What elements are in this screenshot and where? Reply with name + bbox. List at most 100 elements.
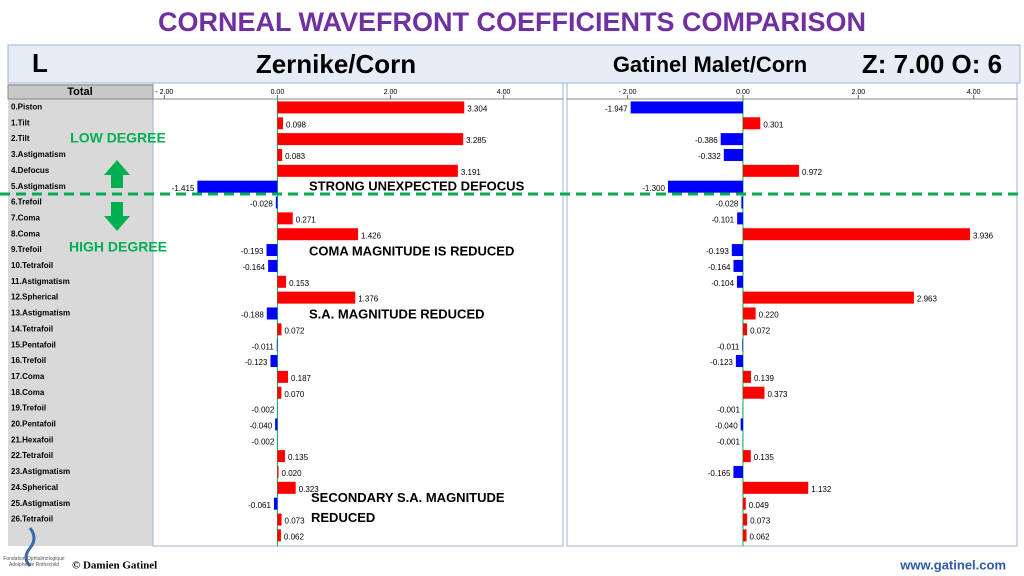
value-label: 1.132	[811, 485, 832, 494]
bar	[277, 133, 464, 146]
value-label: 1.426	[361, 231, 382, 240]
bar	[736, 275, 743, 288]
value-label: -0.164	[708, 263, 731, 272]
value-label: -0.028	[716, 200, 739, 209]
bar	[740, 418, 743, 431]
row-label: 15.Pentafoil	[11, 340, 56, 349]
value-label: 0.049	[749, 501, 770, 510]
left-panel	[152, 82, 564, 547]
eye-label: L	[32, 48, 48, 78]
bar	[742, 228, 971, 241]
value-label: -0.002	[252, 437, 275, 446]
row-label: 3.Astigmatism	[11, 150, 66, 159]
logo-text: Fondation Ophtalmologique Adolphe de Rot…	[3, 556, 65, 568]
bar	[277, 228, 359, 241]
value-label: 3.936	[973, 231, 994, 240]
value-label: 0.135	[288, 453, 309, 462]
row-label: 20.Pentafoil	[11, 420, 56, 429]
value-label: -0.104	[711, 279, 734, 288]
row-label: 19.Trefoil	[11, 404, 46, 413]
value-label: 0.073	[285, 517, 306, 526]
bar	[735, 355, 743, 368]
bar	[742, 481, 809, 494]
x-tick-label: - 2.00	[155, 89, 173, 96]
bar	[733, 259, 743, 272]
value-label: 2.963	[917, 295, 938, 304]
bar	[277, 148, 283, 161]
value-label: -0.188	[241, 311, 264, 320]
value-label: 3.191	[461, 168, 482, 177]
bar	[742, 291, 914, 304]
row-label: 2.Tilt	[11, 134, 30, 143]
annotation: LOW DEGREE	[70, 130, 166, 146]
value-label: 0.083	[285, 152, 306, 161]
value-label: -0.028	[250, 200, 273, 209]
value-label: 0.187	[291, 374, 312, 383]
value-label: 0.070	[284, 390, 305, 399]
row-label: 25.Astigmatism	[11, 499, 70, 508]
label-column	[8, 83, 153, 546]
value-label: 0.220	[759, 311, 780, 320]
bar	[723, 148, 743, 161]
bar	[737, 212, 743, 225]
row-label: 7.Coma	[11, 213, 40, 222]
bar	[742, 497, 746, 510]
bar	[667, 180, 743, 193]
value-label: 0.072	[750, 326, 771, 335]
bar	[742, 117, 761, 130]
value-label: -1.415	[172, 184, 195, 193]
value-label: 0.062	[750, 532, 771, 541]
bar	[266, 307, 278, 320]
x-tick-label: - 2.00	[619, 89, 637, 96]
bar	[277, 529, 281, 542]
value-label: -0.040	[715, 422, 738, 431]
bar	[731, 244, 743, 257]
x-tick-label: 4.00	[967, 89, 981, 96]
slide-title: CORNEAL WAVEFRONT COEFFICIENTS COMPARISO…	[158, 7, 866, 37]
bar	[742, 386, 765, 399]
row-label: 24.Spherical	[11, 483, 58, 492]
bar	[277, 101, 465, 114]
right-title: Gatinel Malet/Corn	[613, 52, 807, 77]
annotation: HIGH DEGREE	[69, 239, 167, 255]
row-label: 8.Coma	[11, 229, 40, 238]
x-tick-label: 2.00	[384, 89, 398, 96]
bar	[277, 481, 296, 494]
bar	[742, 323, 748, 336]
bar	[277, 450, 286, 463]
bar	[742, 513, 748, 526]
bar	[742, 339, 743, 352]
annotation: COMA MAGNITUDE IS REDUCED	[309, 243, 514, 258]
bar	[277, 212, 293, 225]
bar	[197, 180, 278, 193]
bar	[742, 529, 747, 542]
row-label: 5.Astigmatism	[11, 182, 66, 191]
logo-mark	[24, 527, 36, 568]
annotation-box: SECONDARY S.A. MAGNITUDE REDUCED	[311, 490, 505, 525]
row-label: 23.Astigmatism	[11, 467, 70, 476]
value-label: 0.098	[286, 120, 307, 129]
x-tick-label: 4.00	[497, 89, 511, 96]
row-label: 0.Piston	[11, 103, 42, 112]
bar	[277, 386, 282, 399]
row-label: 17.Coma	[11, 372, 45, 381]
value-label: 3.304	[467, 105, 488, 114]
bar	[742, 307, 756, 320]
bar	[742, 164, 800, 177]
website: www.gatinel.com	[899, 557, 1006, 572]
down-arrow	[104, 202, 130, 231]
row-label: 13.Astigmatism	[11, 309, 70, 318]
value-label: -0.001	[717, 406, 740, 415]
bar	[276, 339, 278, 352]
row-label: 12.Spherical	[11, 293, 58, 302]
row-label: 21.Hexafoil	[11, 435, 53, 444]
value-label: 1.376	[358, 295, 379, 304]
bar	[275, 196, 278, 209]
value-label: -0.123	[710, 358, 733, 367]
row-label: 10.Tetrafoil	[11, 261, 53, 270]
annotation: STRONG UNEXPECTED DEFOCUS	[309, 178, 525, 193]
total-header	[7, 84, 154, 100]
bar	[273, 497, 278, 510]
row-label: 9.Trefoil	[11, 245, 42, 254]
value-label: -0.193	[241, 247, 264, 256]
